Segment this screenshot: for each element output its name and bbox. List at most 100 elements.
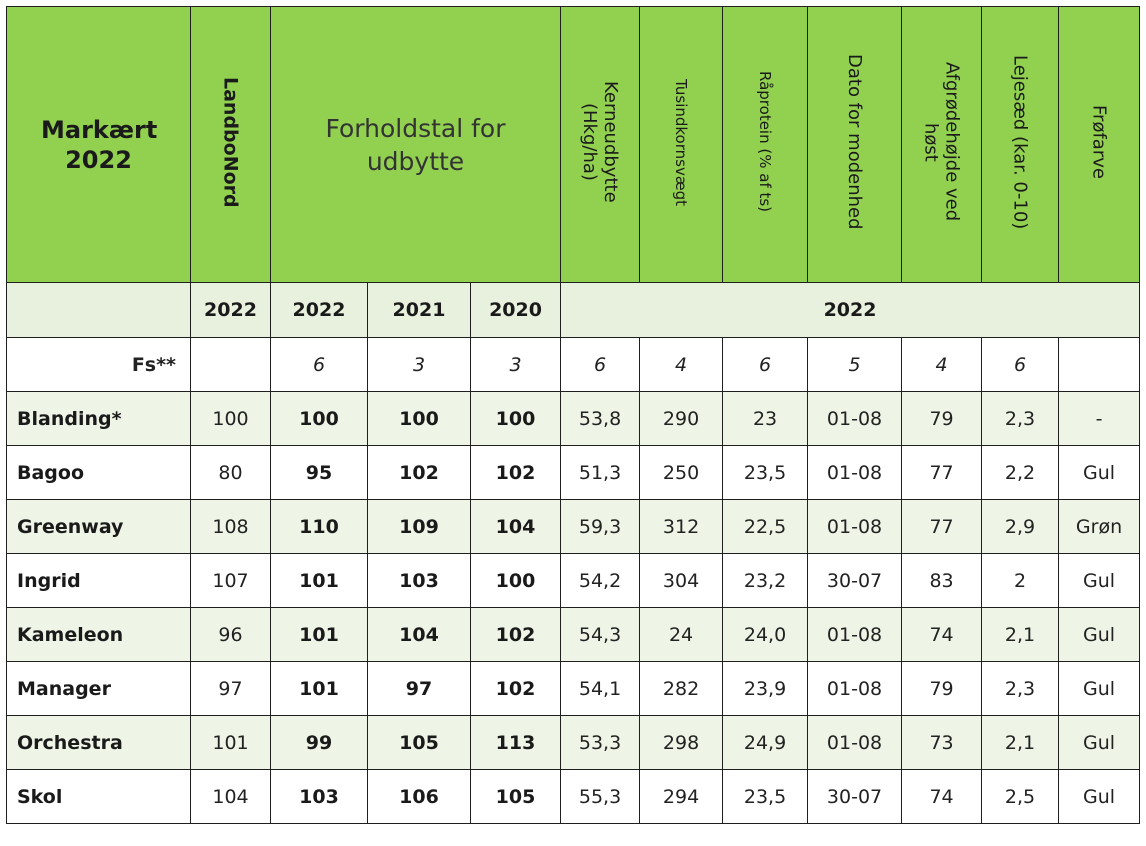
cell: 23,2 [722, 553, 809, 608]
cell: 104 [367, 607, 471, 662]
variety-name: Orchestra [6, 715, 191, 770]
variety-name: Greenway [6, 499, 191, 554]
cell: 24,9 [722, 715, 809, 770]
cell: 77 [901, 499, 983, 554]
cell: 23,5 [722, 769, 809, 824]
cell: 101 [190, 715, 271, 770]
cell: 100 [190, 391, 271, 446]
table-row: Bagoo 80 95 102 102 51,3 250 23,5 01-08 … [6, 445, 1141, 500]
cell: - [1058, 391, 1141, 446]
fs-value: 4 [639, 337, 724, 392]
cell: 2,3 [981, 391, 1060, 446]
header-lejesaed: Lejesæd (kar. 0-10) [981, 6, 1060, 283]
cell: 2,2 [981, 445, 1060, 500]
fs-label: Fs** [6, 337, 191, 392]
cell: 54,2 [560, 553, 641, 608]
cell: 294 [639, 769, 724, 824]
cell: 30-07 [807, 553, 903, 608]
cell: 282 [639, 661, 724, 716]
header-afgroedehoejde: Afgrødehøjde ved høst [901, 6, 983, 283]
cell: 95 [270, 445, 368, 500]
cell: 104 [190, 769, 271, 824]
fs-value: 6 [981, 337, 1060, 392]
cell: 99 [270, 715, 368, 770]
cell: 24,0 [722, 607, 809, 662]
header-dato-modenhed: Dato for modenhed [807, 6, 903, 283]
variety-name: Kameleon [6, 607, 191, 662]
table-row: Orchestra 101 99 105 113 53,3 298 24,9 0… [6, 715, 1141, 770]
year-ratio-2: 2021 [367, 282, 471, 338]
cell: 24 [639, 607, 724, 662]
fs-value: 4 [901, 337, 983, 392]
cell: Gul [1058, 607, 1141, 662]
fs-value: 5 [807, 337, 903, 392]
cell: 102 [469, 661, 562, 716]
header-kerneudbytte: Kerneudbytte (Hkg/ha) [560, 6, 641, 283]
cell: 103 [270, 769, 368, 824]
cell: 74 [901, 769, 983, 824]
header-tusindkornsvaegt: Tusindkornsvægt [639, 6, 724, 283]
cell: 73 [901, 715, 983, 770]
table-row: Skol 104 103 106 105 55,3 294 23,5 30-07… [6, 769, 1141, 824]
cell: 113 [469, 715, 562, 770]
cell: 100 [367, 391, 471, 446]
cell: 2,9 [981, 499, 1060, 554]
year-landbonord: 2022 [190, 282, 271, 338]
cell: 101 [270, 607, 368, 662]
cell: 304 [639, 553, 724, 608]
fs-value: 3 [367, 337, 471, 392]
year-row: 2022 2022 2021 2020 2022 [6, 282, 1141, 338]
header-landbonord: LandboNord [190, 6, 271, 283]
cell: 290 [639, 391, 724, 446]
cell: 250 [639, 445, 724, 500]
cell: 54,3 [560, 607, 641, 662]
cell: Gul [1058, 715, 1141, 770]
cell: 23,9 [722, 661, 809, 716]
cell: 107 [190, 553, 271, 608]
variety-name: Skol [6, 769, 191, 824]
cell: 102 [469, 607, 562, 662]
cell: 83 [901, 553, 983, 608]
table-row: Blanding* 100 100 100 100 53,8 290 23 01… [6, 391, 1141, 446]
cell: 100 [469, 553, 562, 608]
cell: 100 [469, 391, 562, 446]
header-raaprotein: Råprotein (% af ts) [722, 6, 809, 283]
cell: 01-08 [807, 607, 903, 662]
cell: 53,3 [560, 715, 641, 770]
cell: 59,3 [560, 499, 641, 554]
cell: 97 [190, 661, 271, 716]
cell: 80 [190, 445, 271, 500]
cell: 109 [367, 499, 471, 554]
cell: 2,3 [981, 661, 1060, 716]
cell: 53,8 [560, 391, 641, 446]
fs-value [190, 337, 271, 392]
cell: 01-08 [807, 445, 903, 500]
year-measurements: 2022 [560, 282, 1141, 338]
cell: 103 [367, 553, 471, 608]
cell: 2,5 [981, 769, 1060, 824]
cell: 108 [190, 499, 271, 554]
cell: 104 [469, 499, 562, 554]
cell: 101 [270, 661, 368, 716]
cell: 23,5 [722, 445, 809, 500]
variety-trial-table: Markært 2022 LandboNord Forholdstal for … [6, 6, 1141, 824]
cell: 79 [901, 661, 983, 716]
table-row: Manager 97 101 97 102 54,1 282 23,9 01-0… [6, 661, 1141, 716]
cell: 100 [270, 391, 368, 446]
header-row: Markært 2022 LandboNord Forholdstal for … [6, 6, 1141, 283]
fs-value [1058, 337, 1141, 392]
cell: 312 [639, 499, 724, 554]
cell: 79 [901, 391, 983, 446]
cell: 105 [367, 715, 471, 770]
cell: 2,1 [981, 715, 1060, 770]
cell: 54,1 [560, 661, 641, 716]
cell: Grøn [1058, 499, 1141, 554]
cell: 106 [367, 769, 471, 824]
cell: Gul [1058, 553, 1141, 608]
cell: Gul [1058, 661, 1141, 716]
variety-name: Manager [6, 661, 191, 716]
cell: 77 [901, 445, 983, 500]
cell: 2,1 [981, 607, 1060, 662]
table-row: Greenway 108 110 109 104 59,3 312 22,5 0… [6, 499, 1141, 554]
cell: 01-08 [807, 661, 903, 716]
